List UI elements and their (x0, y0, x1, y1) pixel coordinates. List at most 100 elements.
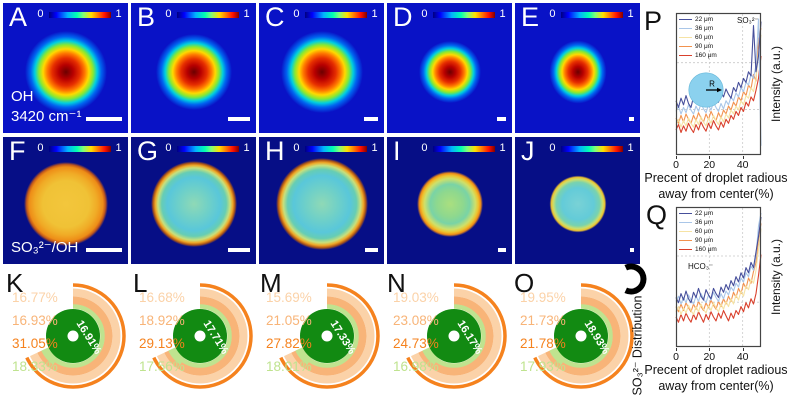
pie-percent-label: 16.68% (139, 290, 185, 305)
colorbar-max-label: 1 (243, 142, 250, 154)
colorbar-gradient (560, 145, 623, 152)
pie-percent-list: 16.77% 16.93% 31.05% 18.33% (12, 286, 58, 378)
x-tick-label: 20 (703, 159, 716, 171)
legend-item: 160 μm (679, 51, 717, 60)
legend-item: 36 μm (679, 218, 717, 227)
pie-center-hole (448, 330, 460, 342)
scale-bar (365, 248, 378, 252)
legend-swatch (679, 231, 692, 232)
legend-label: 60 μm (695, 228, 714, 235)
colorbar-max-label: 1 (371, 142, 378, 154)
pie-percent-label: 18.92% (139, 313, 185, 328)
scale-bar (629, 117, 634, 121)
legend-swatch (679, 19, 692, 20)
pie-chart: 16.17% (396, 279, 507, 389)
image-panel-A: A 0 1 OH 3420 cm⁻¹ (3, 3, 128, 133)
scale-bar (497, 117, 506, 121)
x-tick (676, 348, 677, 351)
pie-percent-list: 15.69% 21.05% 27.82% 18.01% (266, 286, 312, 378)
colorbar-gradient (176, 145, 239, 152)
y-axis-label: Intensity (a.u.) (762, 13, 790, 155)
pie-chart: 17.71% (142, 279, 253, 389)
pie-chart: 18.93% (523, 279, 634, 389)
series-line (675, 254, 762, 323)
series-line (675, 212, 762, 305)
pie-percent-label: 19.95% (520, 290, 566, 305)
droplet-image (280, 30, 363, 113)
radius-arrowhead (717, 87, 722, 93)
band-label-line: OH (11, 87, 34, 105)
plot-border (675, 206, 762, 348)
pie-panel-O: 18.93% O 19.95% 21.73% 21.78% 17.93% (508, 268, 635, 405)
colorbar-gradient (560, 11, 623, 18)
x-tick (676, 156, 677, 159)
pie-ring-stub (422, 346, 440, 365)
plot-border (675, 12, 762, 156)
colorbar-max-label: 1 (115, 142, 122, 154)
open-ring-icon (624, 263, 647, 295)
scale-bar (498, 248, 506, 252)
colorbar-gradient (304, 145, 367, 152)
pie-percent-label: 18.33% (12, 359, 58, 374)
droplet-image (150, 161, 237, 248)
scale-bar (228, 117, 250, 121)
scale-bar (630, 248, 634, 252)
legend-item: 22 μm (679, 15, 717, 24)
x-axis-label: Precent of droplet radious (644, 363, 788, 377)
pie-percent-label: 29.13% (139, 336, 185, 351)
legend-label: 60 μm (695, 34, 714, 41)
droplet-image (416, 171, 483, 238)
legend-swatch (679, 240, 692, 241)
pie-center-hole (321, 330, 333, 342)
series-line (675, 216, 762, 304)
colorbar-max-label: 1 (627, 142, 634, 154)
pie-percent-label: 21.05% (266, 313, 312, 328)
legend-swatch (679, 46, 692, 47)
colorbar-gradient (432, 145, 495, 152)
panel-letter: D (393, 3, 413, 32)
pie-percent-label: 21.78% (520, 336, 566, 351)
legend-swatch (679, 213, 692, 214)
pie-percent-label: 31.05% (12, 336, 58, 351)
pie-percent-label: 17.56% (139, 359, 185, 374)
x-tick-label: 40 (736, 159, 749, 171)
pie-chart: 17.33% (269, 279, 380, 389)
x-tick-label: 0 (673, 351, 679, 363)
legend-label: 90 μm (695, 237, 714, 244)
pie-percent-label: 16.93% (12, 313, 58, 328)
legend-item: 90 μm (679, 42, 717, 51)
colorbar-gradient (432, 11, 495, 18)
pie-percent-label: 15.69% (266, 290, 312, 305)
radius-label: R (709, 80, 715, 89)
colorbar-gradient (176, 11, 239, 18)
y-axis-label: Intensity (a.u.) (762, 207, 790, 347)
panel-letter: L (133, 268, 148, 298)
panel-letter-P: P (644, 6, 663, 36)
pie-percent-label: 21.73% (520, 313, 566, 328)
panel-letter: N (387, 268, 406, 298)
pie-percent-label: 24.73% (393, 336, 439, 351)
species-annotation: SO₃²⁻ (737, 16, 759, 25)
pie-percent-list: 16.68% 18.92% 29.13% 17.56% (139, 286, 185, 378)
x-tick (709, 156, 711, 159)
pie-percent-label: 16.98% (393, 359, 439, 374)
legend-item: 60 μm (679, 227, 717, 236)
colorbar-min-label: 0 (37, 8, 44, 20)
x-tick (709, 348, 711, 351)
colorbar-max-label: 1 (627, 8, 634, 20)
pie-center-hole (194, 330, 206, 342)
colorbar-gradient (48, 145, 111, 152)
panel-letter: B (137, 3, 156, 32)
scale-bar (86, 117, 122, 121)
colorbar-max-label: 1 (499, 8, 506, 20)
legend-swatch (679, 55, 692, 56)
legend-item: 36 μm (679, 24, 717, 33)
legend-label: 36 μm (695, 219, 714, 226)
legend-label: 36 μm (695, 25, 714, 32)
